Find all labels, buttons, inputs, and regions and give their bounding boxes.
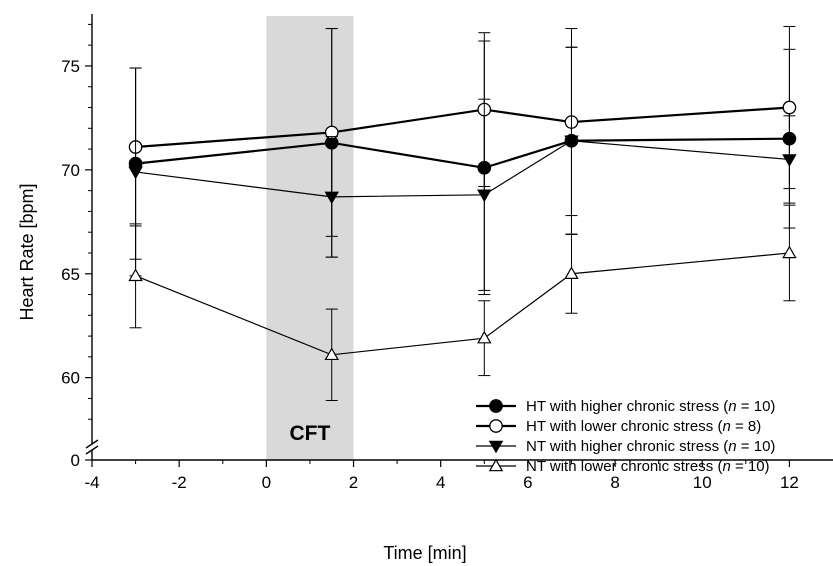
x-tick-label: 10 <box>693 473 712 492</box>
data-point <box>128 166 143 180</box>
series-layer <box>128 25 797 402</box>
x-tick-label: 4 <box>436 473 445 492</box>
legend-item: HT with higher chronic stress (n = 10) <box>476 398 775 415</box>
series-line <box>135 106 790 149</box>
y-axis-break-mark <box>85 439 99 449</box>
legend-label: HT with higher chronic stress (n = 10) <box>526 398 775 415</box>
data-point <box>324 191 339 205</box>
x-axis-title: Time [min] <box>383 543 466 563</box>
legend: HT with higher chronic stress (n = 10) HT… <box>476 398 775 475</box>
y-axis-title: Heart Rate [bpm] <box>17 183 37 320</box>
y-tick-label: 65 <box>61 265 80 284</box>
legend-label: HT with lower chronic stress (n = 8) <box>526 418 761 435</box>
legend-marker <box>489 419 503 433</box>
x-tick-label: 0 <box>262 473 271 492</box>
shaded-region <box>266 16 354 460</box>
series-4 <box>128 204 797 402</box>
legend-marker <box>489 399 503 413</box>
legend-item: NT with lower chronic stress (n = 10) <box>476 458 770 475</box>
series-1 <box>128 28 797 296</box>
legend-item: NT with higher chronic stress (n = 10) <box>476 438 775 455</box>
x-tick-label: 6 <box>523 473 532 492</box>
legend-label: NT with lower chronic stress (n = 10) <box>526 458 770 475</box>
axes: -4 -2 0 2 4 6 8 10 12 60 65 70 75 0 <box>61 14 833 492</box>
data-point <box>782 154 797 167</box>
x-tick-label: 2 <box>349 473 358 492</box>
data-point <box>477 189 492 203</box>
data-point <box>564 135 579 149</box>
x-tick-label: -4 <box>84 473 99 492</box>
x-tick-label: 8 <box>610 473 619 492</box>
y-axis-break-mark <box>85 445 99 455</box>
shaded-region-label: CFT <box>290 422 331 445</box>
y-tick-label: 75 <box>61 57 80 76</box>
y-tick-label-baseline: 0 <box>71 451 80 470</box>
data-point <box>564 266 579 280</box>
data-point <box>128 268 143 282</box>
series-2 <box>128 25 797 237</box>
series-3 <box>128 46 797 291</box>
data-point <box>782 245 797 259</box>
y-tick-label: 70 <box>61 161 80 180</box>
series-line <box>135 252 790 356</box>
legend-item: HT with lower chronic stress (n = 8) <box>476 418 761 435</box>
series-line <box>135 137 790 169</box>
x-tick-label: 12 <box>780 473 799 492</box>
data-point <box>477 330 492 344</box>
shaded-region-layer: CFT <box>266 16 354 460</box>
legend-label: NT with higher chronic stress (n = 10) <box>526 438 775 455</box>
series-line <box>135 140 790 198</box>
x-tick-label: -2 <box>172 473 187 492</box>
legend-marker <box>488 440 504 454</box>
data-point <box>782 100 797 115</box>
data-point <box>324 347 339 361</box>
legend-marker <box>488 458 504 472</box>
y-tick-label: 60 <box>61 369 80 388</box>
